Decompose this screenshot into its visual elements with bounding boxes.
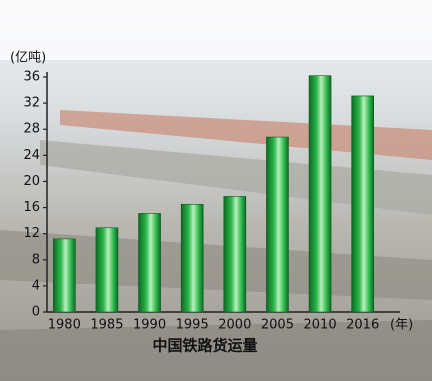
bar <box>308 75 332 313</box>
x-tick-label: 2000 <box>218 318 251 333</box>
y-tick-label: 20 <box>23 174 40 189</box>
ground <box>0 320 432 381</box>
y-tick-label: 0 <box>32 305 40 320</box>
y-axis-label: (亿吨) <box>10 51 46 66</box>
bar <box>223 196 247 313</box>
bar <box>266 136 289 313</box>
x-tick-label: 1990 <box>133 318 166 333</box>
bar <box>53 238 76 313</box>
y-tick-label: 16 <box>23 200 40 215</box>
roof <box>60 110 432 160</box>
bar <box>138 213 161 313</box>
x-axis-label: (年) <box>390 318 413 333</box>
bar <box>95 227 119 313</box>
y-tick-label: 32 <box>23 96 40 111</box>
y-tick-label: 24 <box>23 148 40 163</box>
x-tick-label: 2005 <box>261 318 294 333</box>
y-tick-label: 8 <box>32 252 40 267</box>
train <box>40 140 432 215</box>
x-tick-label: 1995 <box>176 318 209 333</box>
x-tick-label: 2010 <box>304 318 337 333</box>
y-tick-label: 12 <box>23 226 40 241</box>
x-tick-label: 2016 <box>346 318 379 333</box>
x-tick-label: 1985 <box>90 318 123 333</box>
bar <box>351 95 374 313</box>
y-tick-label: 4 <box>32 278 40 293</box>
y-tick-label: 28 <box>23 122 40 137</box>
bar <box>180 203 204 313</box>
x-tick-label: 1980 <box>48 318 81 333</box>
sky <box>0 0 432 60</box>
chart-title: 中国铁路货运量 <box>152 337 257 355</box>
y-tick-label: 36 <box>23 70 40 85</box>
